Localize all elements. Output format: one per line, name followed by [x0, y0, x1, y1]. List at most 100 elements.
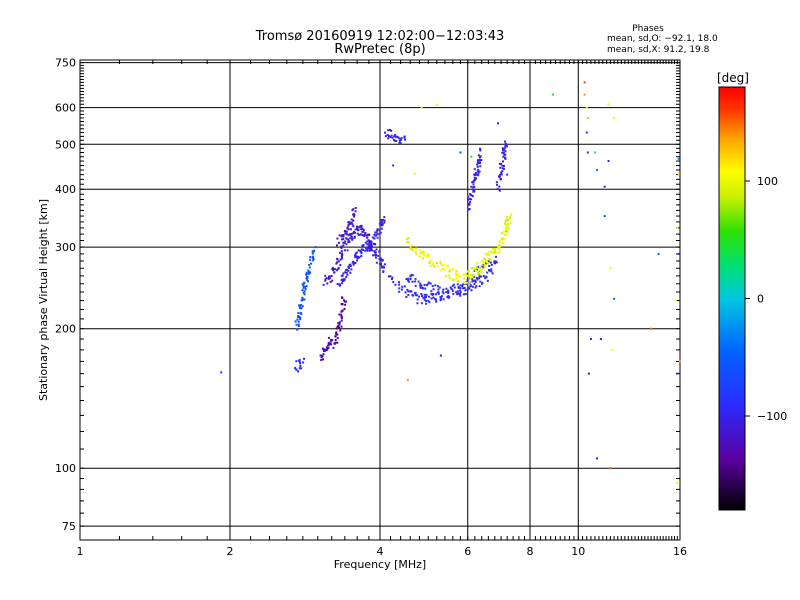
data-point	[308, 270, 311, 273]
data-point	[461, 285, 464, 288]
data-point	[477, 277, 480, 280]
data-point	[366, 236, 369, 239]
data-point	[295, 360, 298, 363]
data-point	[462, 293, 465, 296]
data-point	[478, 285, 481, 288]
data-point	[459, 292, 462, 295]
data-point	[346, 238, 349, 241]
x-tick-label: 10	[571, 545, 585, 558]
data-point	[371, 236, 374, 239]
data-point	[378, 250, 381, 253]
data-point	[347, 265, 350, 268]
data-point	[455, 272, 458, 275]
data-point	[500, 232, 503, 235]
data-point	[368, 249, 371, 252]
data-point	[583, 81, 586, 84]
data-point	[475, 177, 478, 180]
data-point	[495, 181, 498, 184]
data-point	[389, 128, 392, 131]
data-point	[447, 289, 450, 292]
data-point	[498, 185, 501, 188]
data-point	[343, 299, 346, 302]
data-point	[327, 341, 330, 344]
data-point	[361, 227, 364, 230]
data-point	[420, 292, 423, 295]
data-point	[320, 356, 323, 359]
data-point	[379, 262, 382, 265]
data-point	[585, 106, 588, 109]
data-point	[335, 331, 338, 334]
data-point	[451, 268, 454, 271]
data-point	[343, 307, 346, 310]
data-point	[301, 296, 304, 299]
data-point	[345, 243, 348, 246]
data-point	[459, 289, 462, 292]
data-point	[345, 268, 348, 271]
data-point	[491, 272, 494, 275]
data-point	[506, 230, 509, 233]
data-point	[468, 208, 471, 211]
data-point	[493, 251, 496, 254]
data-point	[347, 238, 350, 241]
colorbar: [deg] 100 0 −100	[717, 71, 787, 511]
data-point	[436, 291, 439, 294]
data-point	[411, 293, 414, 296]
data-point	[374, 234, 377, 237]
data-point	[430, 292, 433, 295]
data-point	[464, 292, 467, 295]
data-point	[419, 282, 422, 285]
data-point	[352, 215, 355, 218]
data-point	[312, 259, 315, 262]
data-point	[300, 303, 303, 306]
data-point	[306, 280, 309, 283]
data-point	[420, 302, 423, 305]
data-point	[417, 280, 420, 283]
data-point	[491, 248, 494, 251]
data-point	[489, 258, 492, 261]
data-point	[340, 313, 343, 316]
data-point	[373, 249, 376, 252]
data-point	[451, 278, 454, 281]
x-axis-label: Frequency [MHz]	[334, 558, 426, 571]
data-point	[419, 286, 422, 289]
data-point	[340, 234, 343, 237]
data-point	[428, 261, 431, 264]
data-point	[350, 218, 353, 221]
y-tick-label: 100	[55, 462, 76, 475]
data-point	[352, 232, 355, 235]
data-point	[475, 268, 478, 271]
data-point	[360, 248, 363, 251]
data-point	[413, 172, 416, 175]
data-point	[383, 131, 386, 134]
data-point	[336, 282, 339, 285]
data-point	[332, 267, 335, 270]
data-point	[467, 269, 470, 272]
data-point	[475, 269, 478, 272]
data-point	[407, 279, 410, 282]
data-point	[677, 173, 680, 176]
data-point	[302, 291, 305, 294]
data-point	[409, 246, 412, 249]
data-point	[337, 267, 340, 270]
data-point	[462, 287, 465, 290]
data-point	[334, 341, 337, 344]
data-point	[380, 224, 383, 227]
data-point	[484, 266, 487, 269]
data-point	[409, 275, 412, 278]
data-point	[220, 371, 223, 374]
data-point	[347, 224, 350, 227]
data-point	[298, 367, 301, 370]
data-point	[487, 254, 490, 257]
data-point	[439, 260, 442, 263]
chart-title-line-2: RwPretec (8p)	[334, 42, 425, 57]
data-point	[373, 237, 376, 240]
data-point	[330, 274, 333, 277]
data-point	[343, 278, 346, 281]
data-point	[459, 291, 462, 294]
data-point	[380, 227, 383, 230]
data-point	[356, 226, 359, 229]
data-point	[447, 264, 450, 267]
data-point	[437, 265, 440, 268]
data-point	[420, 284, 423, 287]
data-point	[502, 238, 505, 241]
